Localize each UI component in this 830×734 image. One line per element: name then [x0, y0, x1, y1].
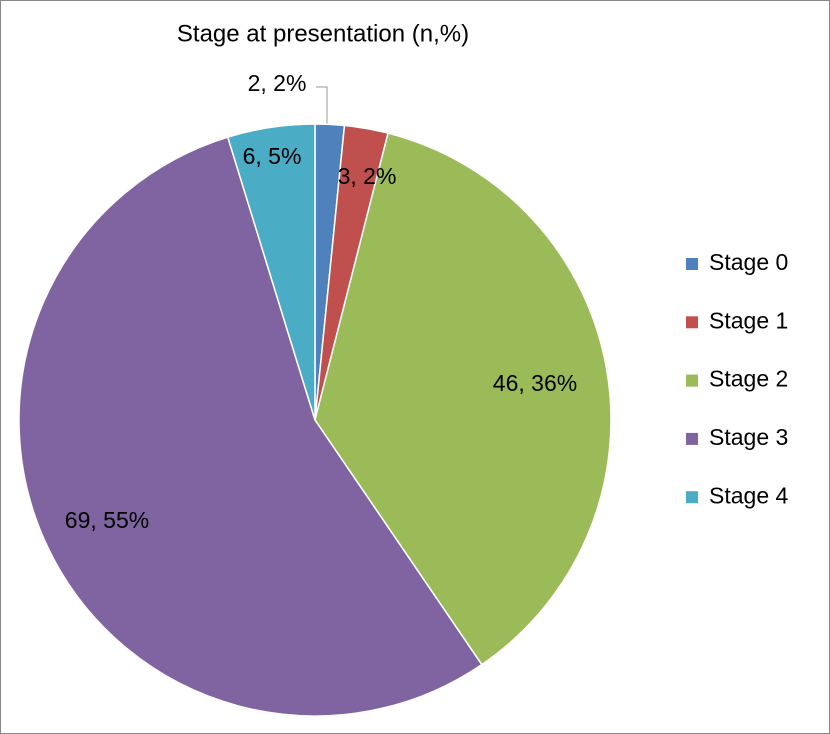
legend-label: Stage 3 [709, 424, 788, 450]
legend-swatch [686, 258, 698, 270]
legend-swatch [686, 491, 698, 504]
pie-slice [18, 136, 483, 717]
legend-label: Stage 0 [709, 249, 788, 275]
legend-swatch [686, 432, 698, 445]
legend-label: Stage 4 [709, 482, 788, 508]
legend-label: Stage 2 [709, 366, 788, 392]
pie-slice [314, 132, 612, 666]
data-label: 2, 2% [248, 70, 307, 96]
data-label: 69, 55% [65, 507, 149, 533]
data-label: 6, 5% [243, 143, 302, 169]
legend-label: Stage 1 [709, 307, 788, 333]
chart-title: Stage at presentation (n,%) [177, 20, 469, 47]
data-label: 46, 36% [493, 370, 577, 396]
leader-line [316, 86, 328, 125]
legend-swatch [686, 374, 698, 387]
data-label: 3, 2% [338, 163, 397, 189]
legend-swatch [686, 316, 698, 329]
pie-slice [226, 123, 316, 421]
